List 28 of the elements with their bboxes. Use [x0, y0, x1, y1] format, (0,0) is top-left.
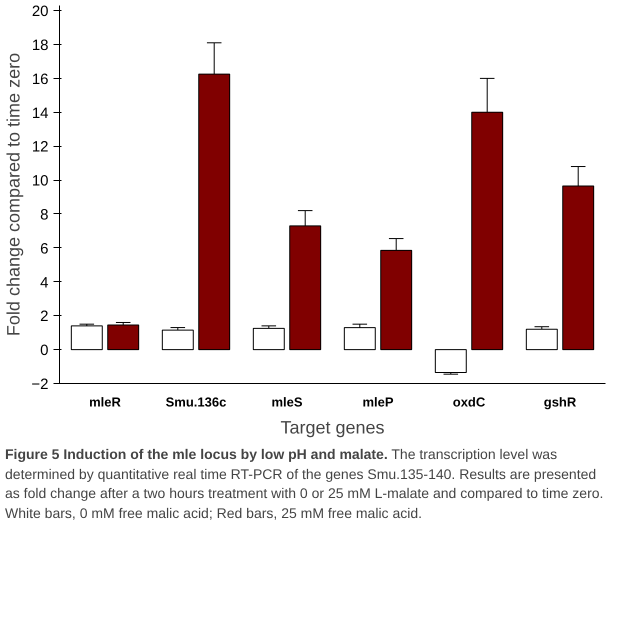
y-tick-label: 12 [32, 138, 49, 156]
y-tick-label: −2 [31, 376, 49, 393]
y-tick-label: 20 [32, 3, 49, 20]
y-tick-label: 8 [40, 206, 48, 224]
x-axis-title: Target genes [280, 418, 385, 438]
x-tick-label: mleP [362, 394, 394, 410]
y-tick-label: 0 [40, 342, 48, 360]
x-tick-label: mleS [271, 394, 303, 410]
y-axis-title: Fold change compared to time zero [3, 52, 24, 336]
bar [344, 327, 376, 350]
y-tick-label: 16 [32, 70, 49, 88]
y-tick-label: 14 [32, 104, 49, 122]
bar [434, 349, 467, 373]
bar [252, 328, 285, 350]
bar [162, 330, 194, 350]
bar [107, 324, 140, 350]
x-tick-label: Smu.136c [166, 394, 226, 410]
y-tick-label: 18 [32, 36, 49, 54]
y-tick-label: 4 [40, 274, 48, 292]
bar [70, 325, 103, 350]
x-tick-label: mleR [89, 394, 122, 410]
x-tick-label: gshR [544, 394, 577, 410]
y-tick-label: 6 [40, 240, 48, 258]
y-tick-label: 2 [40, 308, 48, 326]
text: Figure 5 Induction of the mle locus by low pH and malate. [5, 446, 388, 462]
x-tick-label: oxdC [452, 394, 486, 410]
bar [526, 328, 558, 350]
y-tick-label: 10 [32, 172, 49, 190]
